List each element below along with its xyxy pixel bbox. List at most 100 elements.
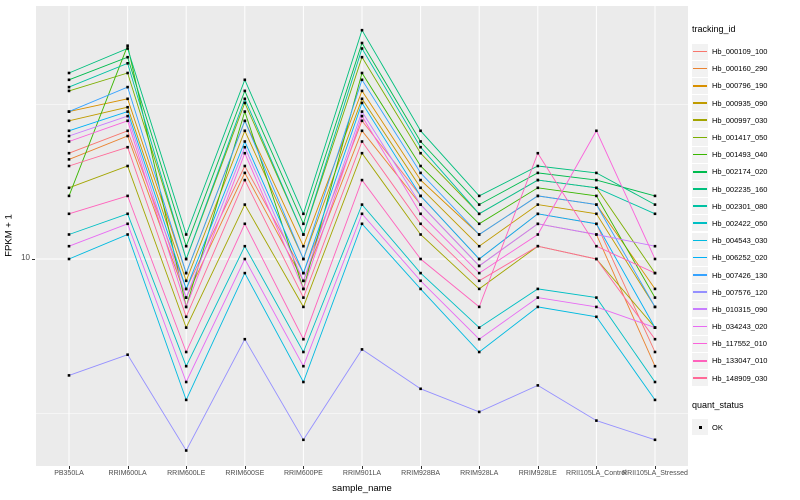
data-point [536,178,540,182]
data-point [360,41,364,45]
legend-key [692,129,708,146]
legend-label: Hb_117552_010 [712,339,767,349]
data-point [595,203,598,206]
data-point [536,244,540,248]
legend-item: Hb_148909_030 [692,370,798,387]
data-point [67,140,71,143]
data-point [67,374,71,377]
data-point [126,62,129,65]
data-point [595,244,598,248]
data-point [536,212,540,216]
data-point [595,186,598,190]
data-point [126,44,129,47]
data-point [419,186,422,190]
data-point [302,233,305,236]
data-point [184,315,188,319]
data-point [243,164,247,168]
data-point [67,158,71,161]
legend-line-swatch [693,325,707,328]
data-point [67,129,71,133]
x-tick-label: RRIM901LA [342,470,382,477]
data-point [126,212,129,216]
data-point [536,194,540,198]
data-point [302,380,305,384]
data-point [595,233,598,236]
data-point [477,233,481,236]
legend-label: Hb_002174_020 [712,167,768,177]
x-tick-label: RRIM928BA [401,470,441,477]
data-point [360,28,364,32]
legend-label: Hb_002235_160 [712,184,768,194]
legend-label: Hb_007426_130 [712,270,768,280]
data-point [126,105,129,109]
legend-item: Hb_000997_030 [692,112,798,129]
legend-key [692,43,708,60]
data-point [126,134,129,138]
legend-key [692,198,708,215]
legend-title-quant: quant_status [692,399,744,410]
legend-label: Hb_000997_030 [712,115,768,125]
data-point [536,305,540,309]
data-point [536,164,540,168]
legend-label: Hb_000935_090 [712,98,768,108]
data-point [302,296,305,299]
data-point [184,244,188,248]
legend-label: Hb_007576_120 [712,287,768,297]
data-point [243,257,247,261]
legend-item: Hb_007576_120 [692,284,798,301]
data-point [360,89,364,93]
y-tick-mark [32,259,35,260]
legend-label: Hb_001417_050 [712,133,768,143]
legend-line-swatch [693,67,707,70]
legend-key [692,112,708,129]
x-tick-mark [537,466,539,469]
data-point [302,257,305,261]
data-point [67,257,71,261]
legend-item: Hb_133047_010 [692,352,798,369]
data-point [126,110,129,113]
data-point [184,279,188,283]
data-point [126,164,129,168]
data-point [653,364,657,368]
legend-item: Hb_117552_010 [692,335,798,352]
legend-label: Hb_002422_050 [712,218,768,228]
data-point [243,145,247,149]
legend-key [692,215,708,232]
data-point [595,129,598,133]
legend-key [692,267,708,284]
data-point [653,257,657,261]
data-point [126,129,129,133]
x-tick-mark [303,466,305,469]
x-tick-label: RRIM600LA [108,470,147,477]
data-point [595,194,598,198]
legend-line-swatch [693,222,707,225]
x-tick-label: RRIM600SE [225,470,265,477]
legend-key [692,419,708,436]
data-point [477,326,481,329]
plot-svg [36,6,688,466]
data-point [243,337,247,341]
legend-key [692,249,708,266]
legend-line-swatch [693,308,707,310]
legend-line-swatch [693,84,707,87]
legend-item: Hb_004543_030 [692,232,798,249]
legend-item: Hb_000796_190 [692,77,798,94]
data-point [360,348,364,351]
point-icon [698,425,702,429]
legend-item: Hb_001417_050 [692,129,798,146]
data-point [419,129,422,133]
legend-label: Hb_001493_040 [712,150,768,160]
data-point [360,71,364,75]
data-point [126,222,129,226]
data-point [67,89,71,93]
legend-line-swatch [693,205,707,207]
data-point [243,110,247,113]
legend-item: Hb_002174_020 [692,163,798,180]
legend-item: Hb_000109_100 [692,43,798,60]
data-point [419,287,422,291]
data-point [360,203,364,206]
data-point [360,119,364,123]
legend-key [692,163,708,180]
data-point [595,296,598,299]
data-point [419,178,422,182]
